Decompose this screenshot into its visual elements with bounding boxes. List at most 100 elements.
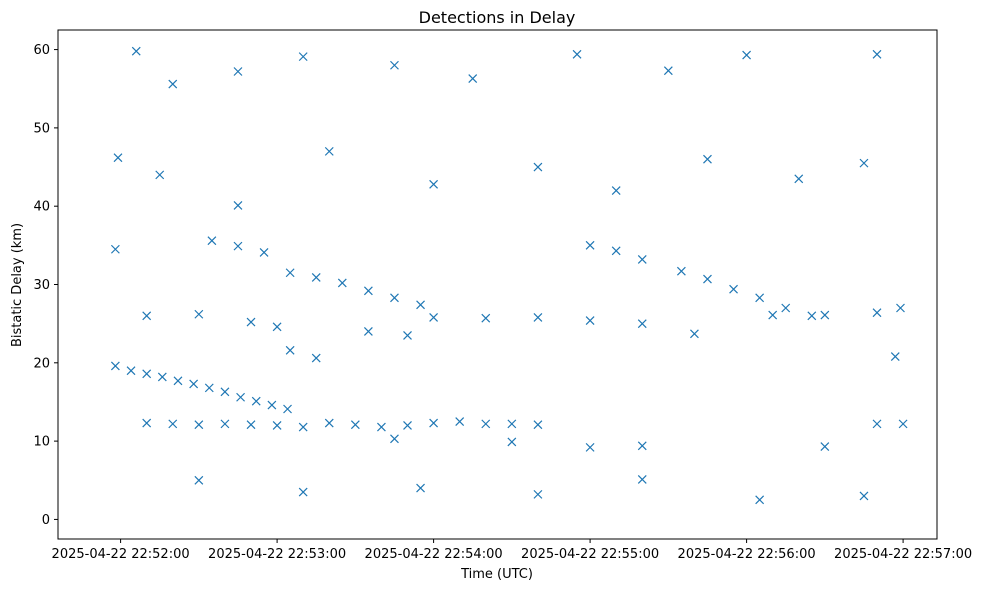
data-point xyxy=(611,186,621,195)
data-point xyxy=(637,475,647,484)
data-point xyxy=(110,244,120,254)
y-tick-label: 20 xyxy=(33,356,50,371)
data-point xyxy=(142,418,152,428)
data-point xyxy=(533,312,543,322)
data-point xyxy=(233,200,243,210)
data-point xyxy=(859,491,869,501)
data-point xyxy=(859,158,869,168)
data-point xyxy=(429,418,439,428)
data-point xyxy=(768,310,778,320)
data-point xyxy=(390,60,399,70)
x-tick-label: 2025-04-22 22:53:00 xyxy=(208,547,346,562)
data-point xyxy=(755,293,765,303)
data-point xyxy=(429,179,439,189)
data-point xyxy=(233,67,243,76)
data-point xyxy=(155,170,165,180)
data-point xyxy=(113,153,123,163)
data-point xyxy=(324,146,334,156)
data-point xyxy=(168,79,178,89)
chart-title: Detections in Delay xyxy=(419,8,576,27)
data-point xyxy=(637,255,647,264)
data-point xyxy=(267,400,277,410)
data-point xyxy=(390,434,399,444)
y-tick-label: 0 xyxy=(42,513,50,528)
data-point xyxy=(755,495,765,505)
data-point xyxy=(896,303,905,313)
data-point xyxy=(533,489,543,499)
x-tick-label: 2025-04-22 22:52:00 xyxy=(52,547,190,562)
data-point xyxy=(251,396,261,406)
data-point xyxy=(663,66,673,76)
y-axis-label: Bistatic Delay (km) xyxy=(10,223,25,347)
data-point xyxy=(585,316,595,325)
data-point xyxy=(585,442,595,452)
data-point xyxy=(194,475,204,485)
y-tick-label: 60 xyxy=(33,43,50,58)
data-point xyxy=(194,420,204,430)
data-point xyxy=(311,353,321,363)
data-point xyxy=(298,487,308,497)
data-point xyxy=(189,379,199,389)
data-point xyxy=(363,286,373,296)
y-tick-label: 30 xyxy=(33,278,50,293)
data-point xyxy=(142,369,152,379)
data-point xyxy=(611,246,621,256)
data-point xyxy=(246,420,256,430)
data-point xyxy=(507,437,517,447)
data-point xyxy=(533,420,543,430)
data-point xyxy=(246,317,256,327)
data-point xyxy=(285,345,295,355)
data-point xyxy=(455,417,465,426)
data-point xyxy=(207,236,217,246)
data-point xyxy=(220,419,230,429)
data-point xyxy=(703,154,712,164)
data-point xyxy=(637,441,647,451)
data-point xyxy=(416,483,425,493)
data-point xyxy=(173,376,183,386)
data-point xyxy=(337,278,347,288)
data-point xyxy=(416,300,425,310)
data-point xyxy=(820,310,830,320)
data-point xyxy=(481,313,491,323)
scatter-marks xyxy=(110,46,908,505)
x-tick-label: 2025-04-22 22:56:00 xyxy=(678,547,816,562)
data-point xyxy=(298,52,308,62)
data-point xyxy=(324,418,334,428)
x-tick-label: 2025-04-22 22:54:00 xyxy=(365,547,503,562)
data-point xyxy=(781,303,791,313)
data-point xyxy=(283,404,292,414)
data-point xyxy=(403,330,412,340)
data-point xyxy=(204,383,214,393)
data-point xyxy=(285,268,295,278)
data-point xyxy=(272,421,282,430)
data-point xyxy=(807,311,817,321)
data-point xyxy=(481,419,491,429)
data-point xyxy=(233,241,243,251)
x-axis-label: Time (UTC) xyxy=(460,567,533,582)
data-point xyxy=(350,420,360,430)
y-axis-ticks: 0 10 20 30 40 50 60 xyxy=(33,43,58,528)
data-point xyxy=(194,309,204,319)
y-tick-label: 40 xyxy=(33,200,50,215)
data-point xyxy=(142,311,152,321)
data-point xyxy=(820,442,830,452)
data-point xyxy=(259,247,269,257)
data-point xyxy=(131,46,141,56)
data-point xyxy=(898,419,908,429)
data-point xyxy=(363,327,373,336)
x-tick-label: 2025-04-22 22:55:00 xyxy=(521,547,659,562)
data-point xyxy=(272,322,282,332)
data-point xyxy=(585,240,595,250)
data-point xyxy=(157,372,167,382)
data-point xyxy=(637,319,647,329)
x-axis-ticks: 2025-04-22 22:52:00 2025-04-22 22:53:00 20… xyxy=(52,539,972,562)
data-point xyxy=(403,421,412,430)
data-point xyxy=(572,49,582,59)
data-point xyxy=(236,392,246,402)
data-point xyxy=(890,352,900,361)
data-point xyxy=(110,361,120,371)
data-point xyxy=(468,74,478,83)
data-point xyxy=(676,266,686,276)
y-tick-label: 10 xyxy=(33,435,50,450)
